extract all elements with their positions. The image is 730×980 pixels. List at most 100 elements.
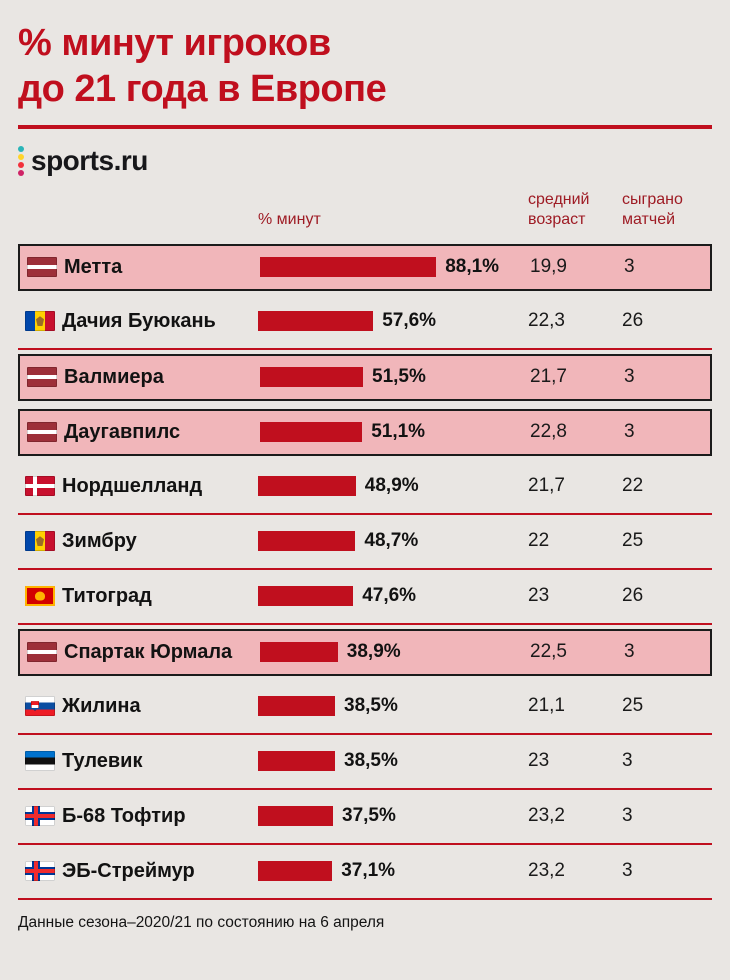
team-name: Даугавпилс xyxy=(64,420,181,443)
avg-age: 22,3 xyxy=(528,310,565,332)
table-row: Нордшелланд 48,9% 21,7 22 xyxy=(18,460,712,515)
matches-played: 3 xyxy=(624,641,635,663)
minutes-cell: 38,5% xyxy=(258,695,528,717)
col-header-age: средний возраст xyxy=(528,190,590,228)
minutes-percent: 38,5% xyxy=(344,695,398,717)
table-body: Метта 88,1% 19,9 3 Дачия Буюкань 57,6% 2… xyxy=(18,240,712,900)
avg-age: 21,7 xyxy=(528,475,565,497)
matches-played: 3 xyxy=(624,366,635,388)
table-row-inner: Б-68 Тофтир 37,5% 23,2 3 xyxy=(18,794,712,839)
table-row-inner: Нордшелланд 48,9% 21,7 22 xyxy=(18,464,712,509)
minutes-bar xyxy=(260,367,363,388)
logo-dot xyxy=(18,169,24,176)
avg-age: 23 xyxy=(528,750,550,772)
avg-age: 21,7 xyxy=(530,366,567,388)
logo-text: sports.ru xyxy=(31,144,148,176)
minutes-cell: 37,1% xyxy=(258,860,528,882)
flag-latvia-icon xyxy=(27,367,57,388)
table-row-inner: Тулевик 38,5% 23 3 xyxy=(18,739,712,784)
flag-moldova-icon xyxy=(25,311,55,332)
minutes-cell: 51,1% xyxy=(260,421,530,443)
page-title-line1: % минут игроков xyxy=(18,22,331,64)
minutes-bar xyxy=(258,476,356,497)
table-row: Метта 88,1% 19,9 3 xyxy=(18,240,712,295)
avg-age: 23,2 xyxy=(528,805,565,827)
flag-faroe-icon xyxy=(25,861,55,882)
minutes-percent: 47,6% xyxy=(362,585,417,607)
table-row: Б-68 Тофтир 37,5% 23,2 3 xyxy=(18,790,712,845)
avg-age: 19,9 xyxy=(530,256,567,278)
flag-latvia-icon xyxy=(27,422,57,443)
logo-dots-icon xyxy=(18,145,24,176)
table-row-inner: Валмиера 51,5% 21,7 3 xyxy=(18,353,712,401)
minutes-bar xyxy=(258,751,335,772)
minutes-bar xyxy=(258,696,335,717)
avg-age: 22 xyxy=(528,530,550,552)
minutes-bar xyxy=(260,422,363,443)
minutes-percent: 48,7% xyxy=(364,530,419,552)
minutes-cell: 47,6% xyxy=(258,585,528,607)
table-row-inner: Дачия Буюкань 57,6% 22,3 26 xyxy=(18,299,712,344)
team-name: Зимбру xyxy=(62,529,137,552)
minutes-percent: 37,5% xyxy=(342,805,396,827)
minutes-cell: 38,5% xyxy=(258,750,528,772)
minutes-cell: 38,9% xyxy=(260,641,530,663)
logo-dot xyxy=(18,153,24,160)
minutes-bar xyxy=(258,861,333,882)
logo-dot xyxy=(18,161,24,168)
team-name: Спартак Юрмала xyxy=(64,640,233,663)
minutes-cell: 37,5% xyxy=(258,805,528,827)
table-row: Валмиера 51,5% 21,7 3 xyxy=(18,350,712,405)
minutes-percent: 57,6% xyxy=(382,310,437,332)
table-row: Жилина 38,5% 21,1 25 xyxy=(18,680,712,735)
page-title: % минут игроков до 21 года в Европе xyxy=(18,0,712,113)
minutes-bar xyxy=(258,586,354,607)
matches-played: 25 xyxy=(622,530,644,552)
table-row: Зимбру 48,7% 22 25 xyxy=(18,515,712,570)
table-row-inner: Жилина 38,5% 21,1 25 xyxy=(18,684,712,729)
minutes-cell: 51,5% xyxy=(260,366,530,388)
avg-age: 21,1 xyxy=(528,695,565,717)
team-name: Дачия Буюкань xyxy=(62,309,216,332)
col-header-minutes: % минут xyxy=(258,210,321,228)
team-name: Метта xyxy=(64,255,123,278)
table-row-inner: Даугавпилс 51,1% 22,8 3 xyxy=(18,408,712,456)
table-row: ЭБ-Стреймур 37,1% 23,2 3 xyxy=(18,845,712,900)
matches-played: 22 xyxy=(622,475,644,497)
minutes-cell: 88,1% xyxy=(260,256,530,278)
title-divider xyxy=(18,124,712,129)
minutes-bar xyxy=(260,642,338,663)
minutes-percent: 51,1% xyxy=(371,421,426,443)
flag-latvia-icon xyxy=(27,257,57,278)
minutes-cell: 48,7% xyxy=(258,530,528,552)
flag-latvia-icon xyxy=(27,642,57,663)
flag-slovakia-icon xyxy=(25,696,55,717)
matches-played: 3 xyxy=(624,421,635,443)
minutes-percent: 51,5% xyxy=(372,366,426,388)
minutes-percent: 88,1% xyxy=(445,256,500,278)
table-row-inner: Титоград 47,6% 23 26 xyxy=(18,574,712,619)
table-row-inner: Метта 88,1% 19,9 3 xyxy=(18,243,712,291)
avg-age: 23 xyxy=(528,585,550,607)
team-name: Титоград xyxy=(62,584,152,607)
minutes-percent: 48,9% xyxy=(364,475,419,497)
matches-played: 26 xyxy=(622,310,644,332)
table-row: Спартак Юрмала 38,9% 22,5 3 xyxy=(18,625,712,680)
table-row: Титоград 47,6% 23 26 xyxy=(18,570,712,625)
table-row: Тулевик 38,5% 23 3 xyxy=(18,735,712,790)
team-name: ЭБ-Стреймур xyxy=(62,859,195,882)
avg-age: 23,2 xyxy=(528,860,565,882)
minutes-bar xyxy=(260,257,437,278)
flag-faroe-icon xyxy=(25,806,55,827)
minutes-cell: 57,6% xyxy=(258,310,528,332)
avg-age: 22,8 xyxy=(530,421,567,443)
matches-played: 3 xyxy=(622,805,633,827)
matches-played: 3 xyxy=(624,256,635,278)
flag-moldova-icon xyxy=(25,531,55,552)
col-header-matches: сыграно матчей xyxy=(622,190,683,228)
flag-estonia-icon xyxy=(25,751,55,772)
minutes-percent: 38,5% xyxy=(344,750,398,772)
team-name: Тулевик xyxy=(62,749,143,772)
team-name: Жилина xyxy=(62,694,141,717)
flag-montenegro-icon xyxy=(25,586,55,607)
